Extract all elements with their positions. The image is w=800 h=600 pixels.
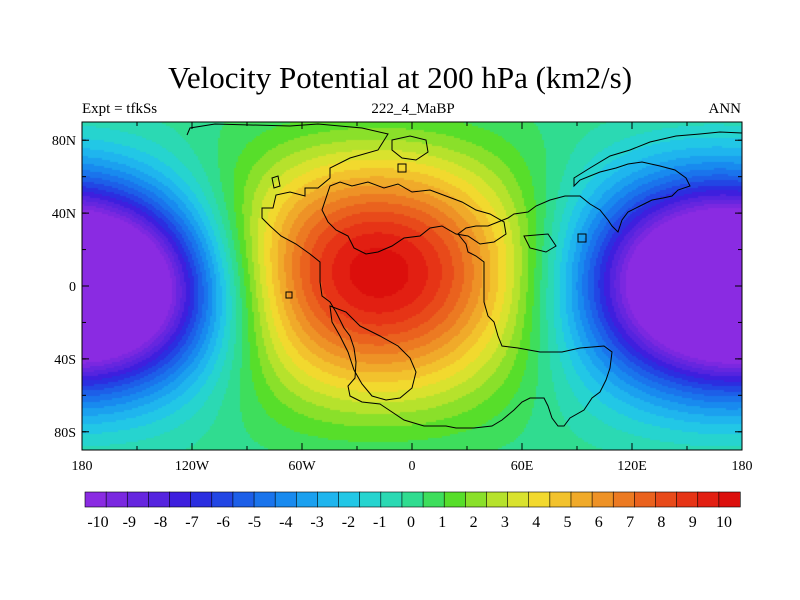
colorbar-box <box>486 491 509 508</box>
colorbar-box <box>422 491 445 508</box>
colorbar: -10 -9 -8 -7 -6 -5 -4 -3 -2 -1 0 1 2 3 4 5 6 7 8 9 10 <box>84 491 741 531</box>
colorbar-box <box>570 491 593 508</box>
colorbar-box <box>84 491 107 508</box>
lon-tick-label: 120E <box>617 459 647 474</box>
colorbar-box <box>634 491 657 508</box>
colorbar-label: -7 <box>185 514 198 531</box>
colorbar-box <box>126 491 149 508</box>
map-panel: 180 120W 60W 0 60E 120E 180 80N 40N 0 40S 80S <box>52 121 753 474</box>
colorbar-box <box>465 491 488 508</box>
lat-tick-label: 0 <box>69 280 76 295</box>
colorbar-label: 2 <box>470 514 478 531</box>
lon-tick-label: 60W <box>288 459 316 474</box>
colorbar-label: 0 <box>407 514 415 531</box>
colorbar-box <box>676 491 699 508</box>
colorbar-box <box>612 491 635 508</box>
americas-coastline <box>186 123 743 429</box>
colorbar-box <box>169 491 192 508</box>
colorbar-box <box>443 491 466 508</box>
island-1 <box>271 175 281 189</box>
colorbar-label: -1 <box>373 514 386 531</box>
case-label: 222_4_MaBP <box>371 101 455 117</box>
colorbar-box <box>359 491 382 508</box>
lon-tick-label: 0 <box>409 459 416 474</box>
plot-title: Velocity Potential at 200 hPa (km2/s) <box>167 60 633 95</box>
lon-tick-label: 180 <box>732 459 753 474</box>
colorbar-box <box>338 491 361 508</box>
colorbar-label: -10 <box>87 514 108 531</box>
southern-continent-coastline <box>329 305 417 401</box>
lon-tick-label: 60E <box>511 459 534 474</box>
colorbar-label: -6 <box>217 514 230 531</box>
colorbar-box <box>718 491 741 508</box>
colorbar-box <box>401 491 424 508</box>
colorbar-label: 10 <box>716 514 732 531</box>
island-3 <box>397 163 407 173</box>
colorbar-box <box>507 491 530 508</box>
colorbar-box <box>317 491 340 508</box>
colorbar-label: 3 <box>501 514 509 531</box>
arabia-coastline <box>523 233 557 253</box>
island-2 <box>285 291 293 299</box>
lon-tick-label: 120W <box>175 459 210 474</box>
colorbar-box <box>295 491 319 508</box>
colorbar-box <box>274 491 297 508</box>
greenland-coastline <box>391 135 429 161</box>
colorbar-label: 5 <box>564 514 572 531</box>
longitude-axis: 180 120W 60W 0 60E 120E 180 <box>72 122 753 474</box>
colorbar-box <box>232 491 255 508</box>
colorbar-label: 4 <box>532 514 540 531</box>
colorbar-box <box>549 491 572 508</box>
colorbar-label: -2 <box>342 514 355 531</box>
velocity-potential-field <box>82 122 742 450</box>
colorbar-box <box>591 491 614 508</box>
lat-tick-label: 80N <box>52 134 76 149</box>
lat-tick-label: 40S <box>54 353 76 368</box>
colorbar-box <box>105 491 128 508</box>
colorbar-label: -8 <box>154 514 167 531</box>
colorbar-label: 7 <box>626 514 634 531</box>
latitude-axis: 80N 40N 0 40S 80S <box>52 134 742 441</box>
season-label: ANN <box>708 101 742 117</box>
colorbar-label: -9 <box>123 514 136 531</box>
island-4 <box>577 233 587 243</box>
colorbar-label: 8 <box>657 514 665 531</box>
lat-tick-label: 80S <box>54 426 76 441</box>
colorbar-label: 9 <box>689 514 697 531</box>
colorbar-box <box>148 491 171 508</box>
colorbar-box <box>211 491 234 508</box>
colorbar-label: 6 <box>595 514 603 531</box>
colorbar-box <box>253 491 276 508</box>
colorbar-box <box>697 491 720 508</box>
north-africa-europe-coastline <box>321 181 507 255</box>
colorbar-box <box>190 491 213 508</box>
colorbar-label: -3 <box>310 514 323 531</box>
colorbar-box <box>655 491 678 508</box>
colorbar-label: 1 <box>438 514 446 531</box>
lon-tick-label: 180 <box>72 459 93 474</box>
experiment-label: Expt = tfkSs <box>82 101 158 117</box>
colorbar-box <box>380 491 403 508</box>
lat-tick-label: 40N <box>52 207 76 222</box>
coastlines <box>186 123 743 429</box>
colorbar-label: -5 <box>248 514 261 531</box>
colorbar-label: -4 <box>279 514 292 531</box>
colorbar-box <box>528 491 551 508</box>
